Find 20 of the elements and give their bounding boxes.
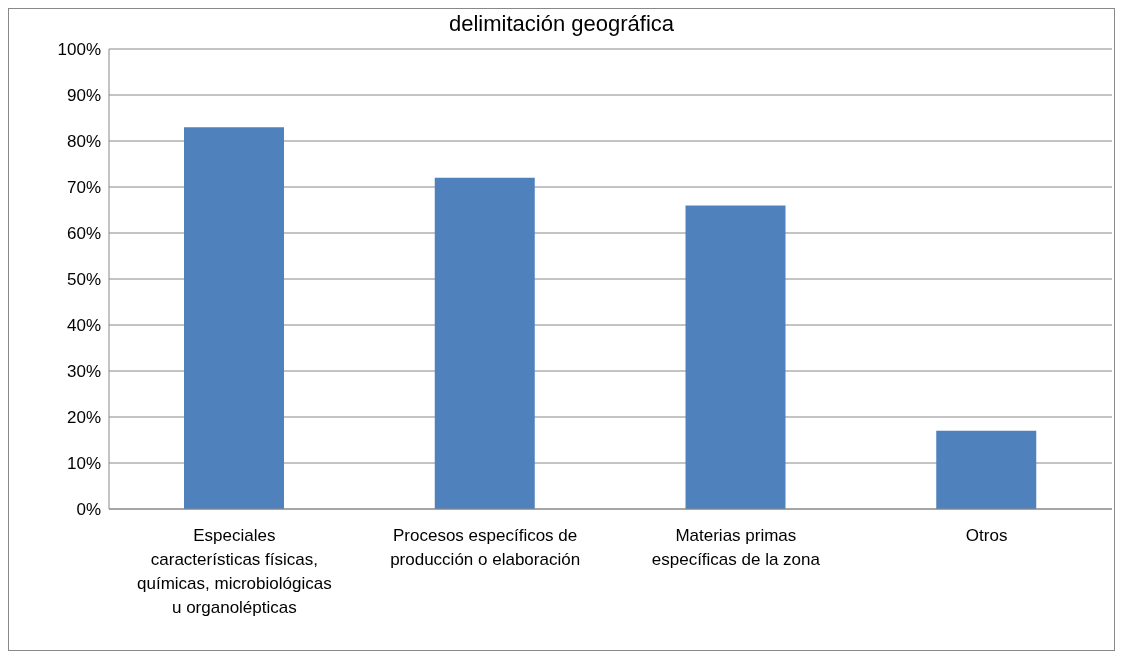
x-tick-label: Especiales características físicas, químicas, microbiológicas u organolépticas [137, 526, 332, 617]
bar [936, 430, 1037, 509]
y-tick-label: 100% [57, 40, 101, 60]
bar [685, 205, 786, 509]
x-tick-label: Procesos específicos de producción o elaboración [390, 526, 581, 569]
x-tick-label: Materias primas específicas de la zona [651, 526, 821, 569]
y-tick-label: 50% [66, 270, 101, 290]
y-tick-label: 40% [66, 316, 101, 336]
y-tick-label: 70% [66, 178, 101, 198]
bar [434, 177, 535, 509]
bar [184, 127, 284, 509]
x-tick-label: Otros [965, 526, 1008, 545]
y-tick-label: 90% [66, 86, 101, 106]
y-tick-label: 10% [66, 454, 101, 474]
y-tick-label: 0% [76, 500, 101, 520]
y-tick-label: 60% [66, 224, 101, 244]
chart-title: delimitación geográfica [448, 11, 675, 38]
y-tick-label: 30% [66, 362, 101, 382]
y-tick-label: 20% [66, 408, 101, 428]
y-tick-label: 80% [66, 132, 101, 152]
